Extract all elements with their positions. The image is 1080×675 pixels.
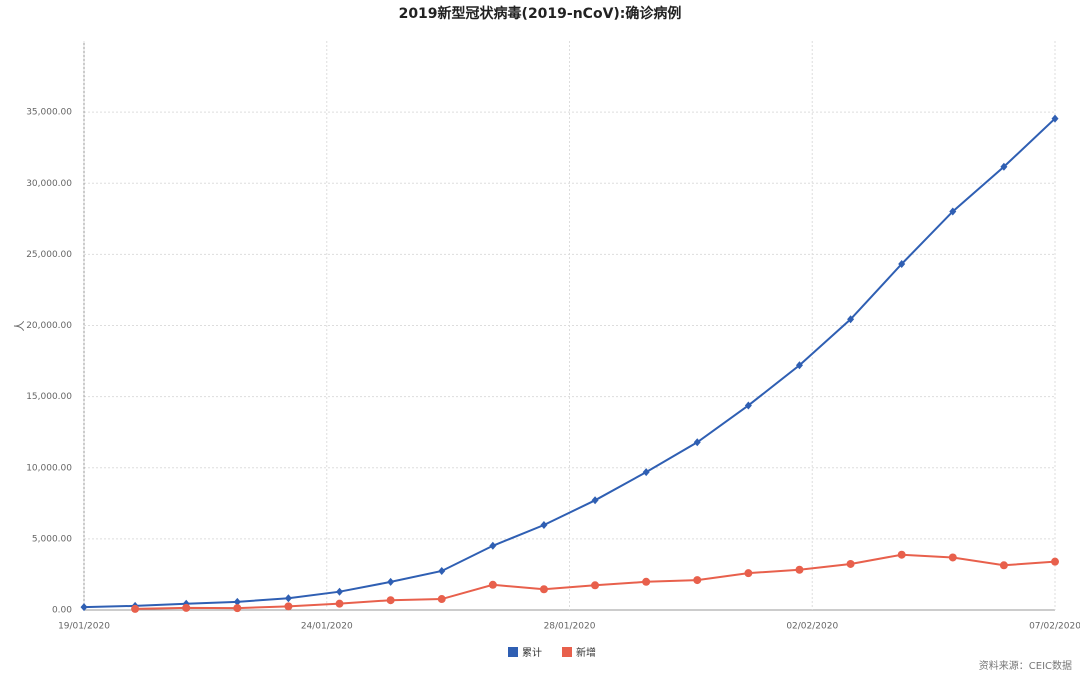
point bbox=[387, 577, 395, 586]
point bbox=[233, 604, 242, 613]
point bbox=[591, 496, 599, 505]
point bbox=[80, 603, 88, 612]
point bbox=[1051, 114, 1059, 123]
y-tick-label: 15,000.00 bbox=[26, 392, 72, 402]
point bbox=[539, 585, 548, 594]
point bbox=[335, 599, 344, 608]
point bbox=[847, 315, 855, 324]
y-tick-label: 5,000.00 bbox=[32, 534, 72, 544]
point bbox=[693, 576, 702, 585]
point bbox=[284, 602, 293, 611]
point bbox=[949, 207, 957, 216]
legend-label: 新增 bbox=[576, 646, 596, 659]
series-line bbox=[83, 117, 1056, 609]
point bbox=[744, 401, 752, 410]
point bbox=[386, 596, 395, 605]
point bbox=[897, 550, 906, 559]
chart-title: 2019新型冠状病毒(2019-nCoV):确诊病例 bbox=[399, 5, 682, 22]
point bbox=[795, 565, 804, 574]
point bbox=[948, 553, 957, 562]
y-tick-label: 25,000.00 bbox=[26, 250, 72, 260]
point bbox=[642, 468, 650, 477]
x-tick-label: 19/01/2020 bbox=[58, 622, 110, 632]
point bbox=[744, 569, 753, 578]
legend-swatch bbox=[562, 647, 572, 657]
x-tick-label: 28/01/2020 bbox=[544, 622, 596, 632]
legend-label: 累计 bbox=[522, 646, 542, 659]
point bbox=[233, 597, 241, 606]
source-note: 资料来源：CEIC数据 bbox=[979, 659, 1072, 672]
y-axis-label: 人 bbox=[13, 321, 26, 332]
point bbox=[540, 521, 548, 530]
point bbox=[437, 595, 446, 604]
point bbox=[488, 580, 497, 589]
y-tick-label: 10,000.00 bbox=[26, 463, 72, 473]
point bbox=[693, 438, 701, 447]
point bbox=[999, 561, 1008, 570]
y-tick-label: 35,000.00 bbox=[26, 108, 72, 118]
point bbox=[182, 603, 191, 612]
x-tick-label: 24/01/2020 bbox=[301, 622, 353, 632]
point bbox=[898, 259, 906, 268]
point bbox=[642, 577, 651, 586]
point bbox=[846, 559, 855, 568]
y-tick-label: 20,000.00 bbox=[26, 321, 72, 331]
point bbox=[438, 566, 446, 575]
y-tick-label: 0.00 bbox=[52, 606, 72, 616]
point bbox=[131, 604, 140, 613]
point bbox=[1051, 557, 1059, 566]
y-tick-label: 30,000.00 bbox=[26, 179, 72, 189]
point bbox=[1000, 162, 1008, 171]
point bbox=[795, 361, 803, 370]
point bbox=[591, 581, 600, 590]
point bbox=[489, 541, 497, 550]
point bbox=[336, 587, 344, 596]
point bbox=[284, 594, 292, 603]
x-tick-label: 07/02/2020 bbox=[1029, 622, 1080, 632]
legend-swatch bbox=[508, 647, 518, 657]
x-tick-label: 02/02/2020 bbox=[786, 622, 838, 632]
